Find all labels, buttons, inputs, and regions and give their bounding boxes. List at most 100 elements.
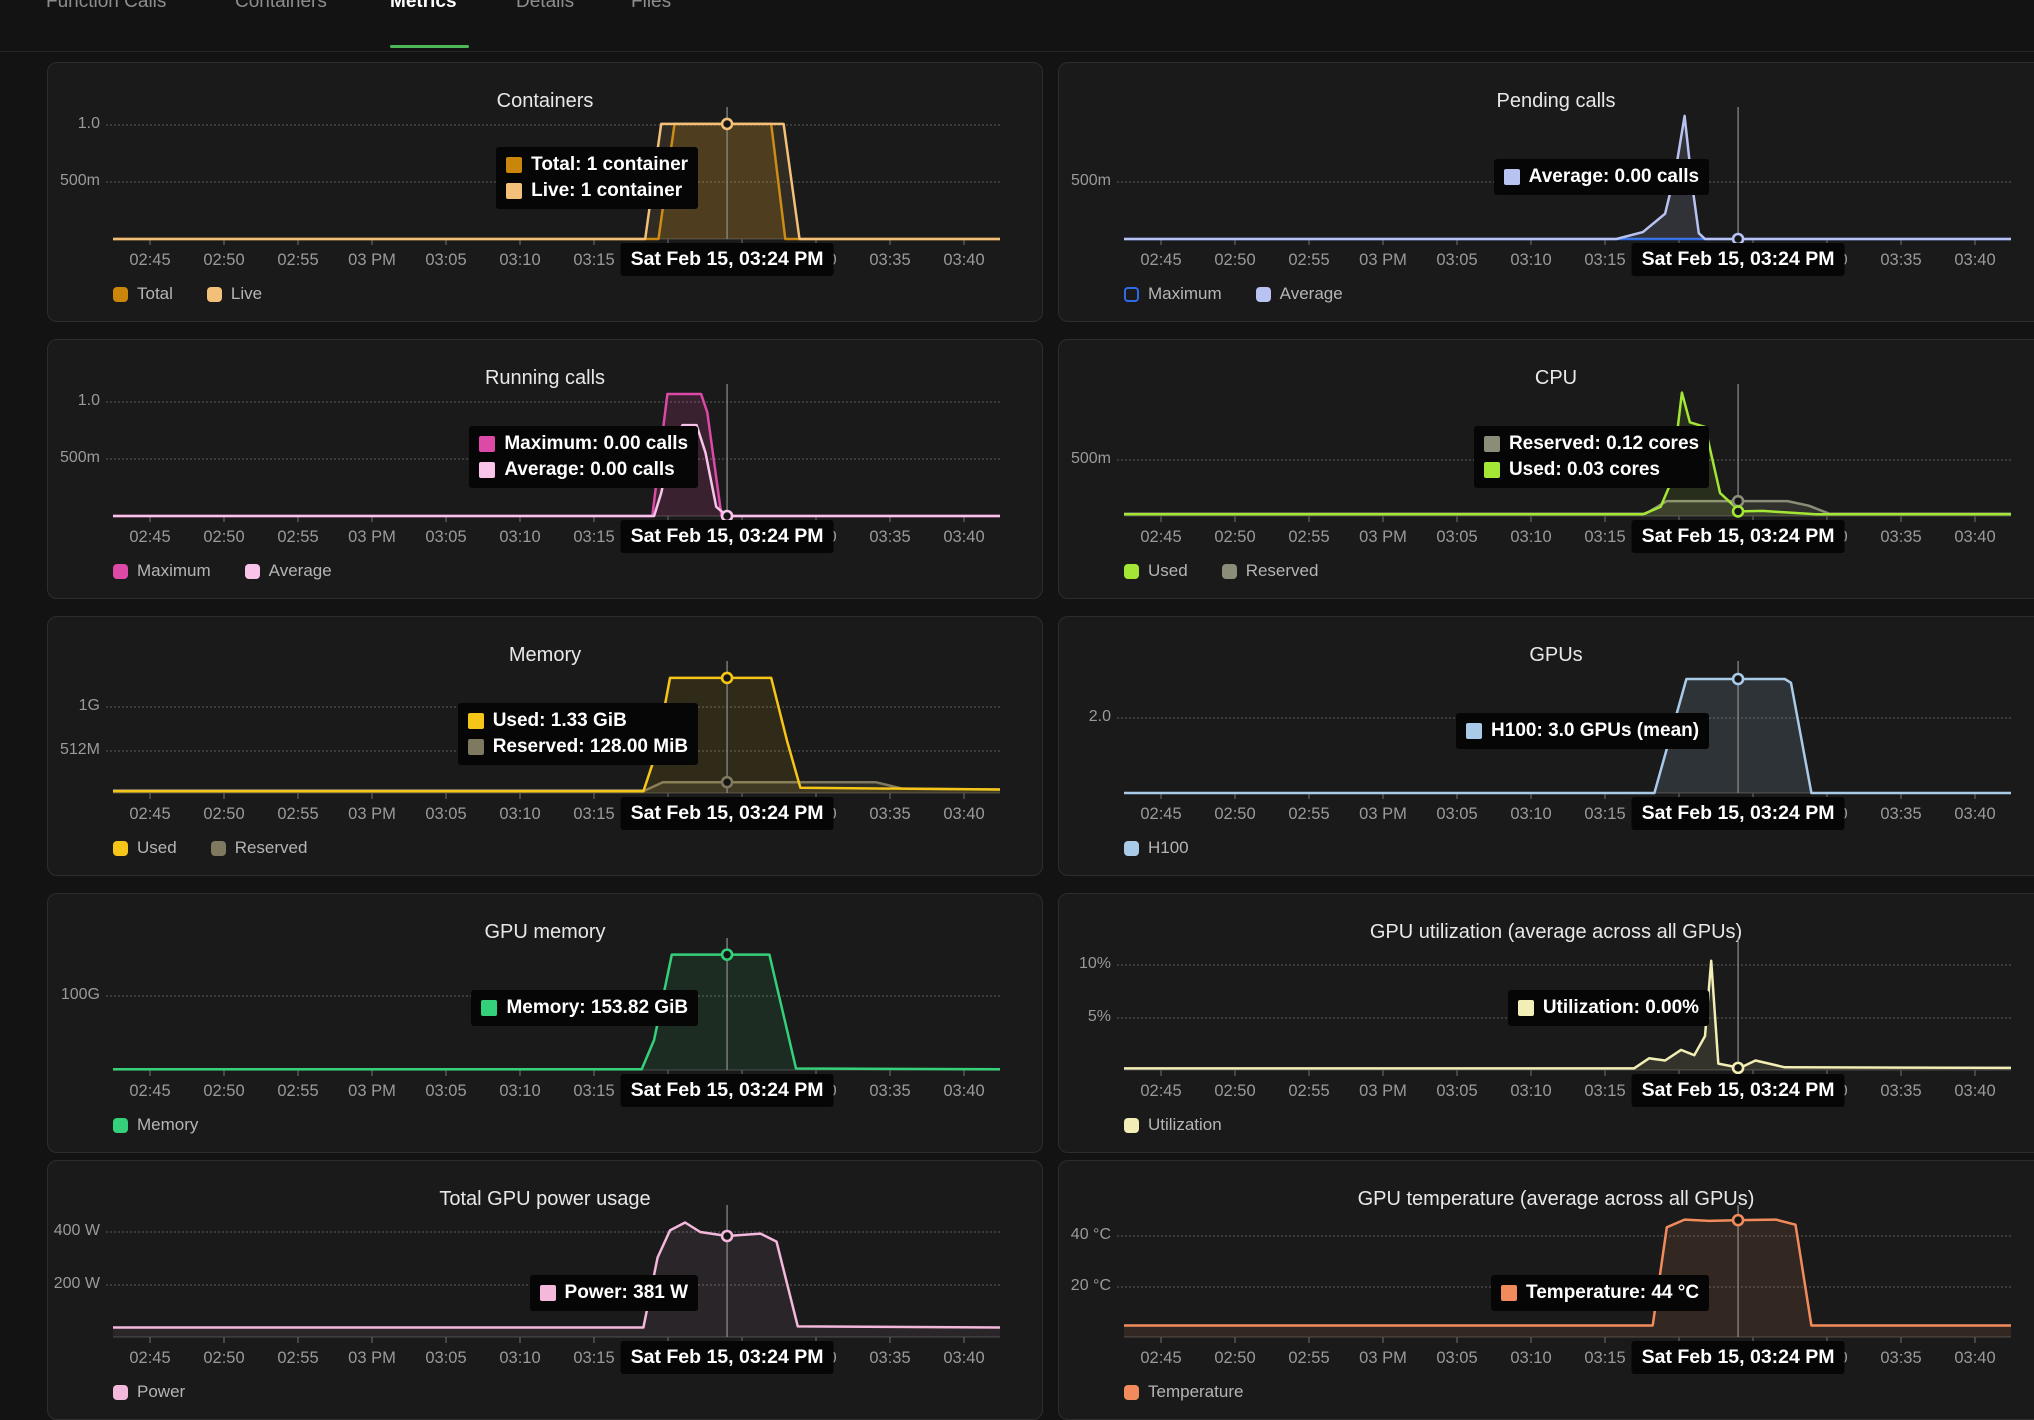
tab-files[interactable]: Files (631, 0, 672, 12)
x-axis-label: 03:35 (869, 1082, 911, 1100)
plot-area-gpus[interactable] (1124, 657, 2011, 801)
x-axis-label: 03 PM (348, 1349, 396, 1367)
series-color-swatch (506, 183, 523, 199)
legend-item-memory[interactable]: Memory (113, 1115, 198, 1135)
legend-label: Utilization (1148, 1115, 1222, 1134)
tab-containers[interactable]: Containers (235, 0, 327, 12)
x-axis-label: 02:55 (277, 1082, 319, 1100)
tooltip-value-text: Total: 1 container (531, 154, 689, 175)
plot-area-pending-calls[interactable] (1124, 103, 2011, 247)
plot-area-gpu-utilization[interactable] (1124, 934, 2011, 1078)
legend-item-total[interactable]: Total (113, 284, 173, 304)
chart-card-gpu-memory: GPU memory 100G 02:45 02:50 02:55 03 PM 03:05 0… (47, 893, 1043, 1153)
tab-function-calls[interactable]: Function Calls (46, 0, 167, 12)
tab-metrics[interactable]: Metrics (390, 0, 457, 12)
plot-area-gpu-memory[interactable] (113, 934, 1000, 1078)
legend-label: Reserved (234, 838, 308, 857)
y-axis-label: 200 W (53, 1274, 100, 1292)
y-axis-label: 20 °C (1070, 1276, 1111, 1294)
plot-area-memory[interactable] (113, 657, 1000, 801)
chart-card-gpu-temperature: GPU temperature (average across all GPUs… (1058, 1160, 2034, 1420)
tooltip-value-text: Maximum: 0.00 calls (504, 433, 689, 454)
legend-item-used[interactable]: Used (113, 838, 177, 858)
hover-date-tooltip: Sat Feb 15, 03:24 PM (1631, 1341, 1845, 1374)
legend-item-average[interactable]: Average (1255, 284, 1343, 304)
legend-containers: Total Live (113, 284, 262, 304)
x-axis-label: 02:50 (203, 1082, 245, 1100)
hover-date-tooltip: Sat Feb 15, 03:24 PM (1631, 243, 1845, 276)
legend-swatch (1255, 286, 1271, 302)
legend-item-utilization[interactable]: Utilization (1124, 1115, 1222, 1135)
y-axis-label: 10% (1078, 954, 1111, 972)
series-color-swatch (481, 1000, 498, 1016)
legend-swatch (113, 1117, 128, 1133)
legend-item-reserved[interactable]: Reserved (1221, 561, 1318, 581)
x-axis-label: 03:05 (1436, 1349, 1478, 1367)
legend-item-power[interactable]: Power (113, 1382, 185, 1402)
value-tooltip-gpu-memory: Memory: 153.82 GiB (471, 990, 699, 1026)
y-axis-label: 1.0 (77, 391, 100, 409)
x-axis-label: 03:35 (869, 1349, 911, 1367)
hover-date-tooltip: Sat Feb 15, 03:24 PM (1631, 1074, 1845, 1107)
tooltip-value-text: Memory: 153.82 GiB (506, 997, 689, 1018)
legend-swatch (1124, 1117, 1139, 1133)
plot-area-gpu-temperature[interactable] (1124, 1201, 2011, 1345)
legend-swatch (1124, 563, 1139, 579)
x-axis-label: 03:40 (1954, 528, 1996, 546)
chart-card-running-calls: Running calls 1.0 500m 02:45 02:50 02:55 03 PM… (47, 339, 1043, 599)
plot-area-containers[interactable] (113, 103, 1000, 247)
x-axis-label: 03:05 (425, 805, 467, 823)
x-axis-label: 02:50 (203, 251, 245, 269)
legend-item-temperature[interactable]: Temperature (1124, 1382, 1243, 1402)
legend-label: Average (268, 561, 332, 580)
legend-label: Used (137, 838, 177, 857)
x-axis-label: 03 PM (348, 1082, 396, 1100)
legend-item-reserved[interactable]: Reserved (210, 838, 308, 858)
legend-label: Maximum (137, 561, 211, 580)
tab-details[interactable]: Details (516, 0, 575, 12)
x-axis-label: 03:10 (499, 805, 541, 823)
legend-item-maximum[interactable]: Maximum (1124, 284, 1222, 304)
tooltip-value-text: Temperature: 44 °C (1526, 1282, 1700, 1303)
legend-item-maximum[interactable]: Maximum (113, 561, 211, 581)
series-color-swatch (539, 1285, 556, 1301)
active-tab-underline (390, 45, 469, 48)
series-color-swatch (467, 713, 484, 729)
legend-item-used[interactable]: Used (1124, 561, 1188, 581)
value-tooltip-pending-calls: Average: 0.00 calls (1493, 159, 1710, 195)
plot-area-running-calls[interactable] (113, 380, 1000, 524)
plot-area-gpu-power[interactable] (113, 1201, 1000, 1345)
x-axis-label: 03 PM (1359, 251, 1407, 269)
legend-item-average[interactable]: Average (244, 561, 332, 581)
hover-point-marker (1731, 1061, 1745, 1075)
legend-item-live[interactable]: Live (206, 284, 262, 304)
series-line-used (113, 676, 1000, 793)
tooltip-value-text: Utilization: 0.00% (1542, 997, 1700, 1018)
plot-area-cpu[interactable] (1124, 380, 2011, 524)
x-axis-label: 03:35 (1880, 251, 1922, 269)
hover-point-marker (720, 117, 734, 131)
value-tooltip-gpus: H100: 3.0 GPUs (mean) (1456, 713, 1710, 749)
x-axis-label: 02:50 (203, 1349, 245, 1367)
x-axis-label: 03:05 (1436, 1082, 1478, 1100)
legend-swatch (210, 840, 226, 856)
gridline (106, 400, 1000, 403)
x-axis-label: 02:55 (1288, 251, 1330, 269)
legend-item-h100[interactable]: H100 (1124, 838, 1189, 858)
x-axis-label: 02:50 (203, 805, 245, 823)
x-axis-label: 02:55 (1288, 805, 1330, 823)
x-axis-label: 03:40 (943, 528, 985, 546)
x-axis-label: 02:45 (129, 805, 171, 823)
x-axis-label: 03:05 (425, 1349, 467, 1367)
legend-gpu-memory: Memory (113, 1115, 198, 1135)
x-axis-label: 03:40 (943, 1349, 985, 1367)
x-axis-label: 03 PM (1359, 1349, 1407, 1367)
x-axis-label: 03:35 (1880, 1082, 1922, 1100)
series-color-swatch (506, 157, 523, 173)
x-axis-label: 02:45 (129, 1349, 171, 1367)
legend-swatch (1124, 286, 1139, 302)
x-axis-label: 03:10 (499, 251, 541, 269)
x-axis-label: 03:15 (573, 1082, 615, 1100)
series-line-reserved (1124, 499, 2011, 515)
x-axis-label: 03:05 (1436, 805, 1478, 823)
